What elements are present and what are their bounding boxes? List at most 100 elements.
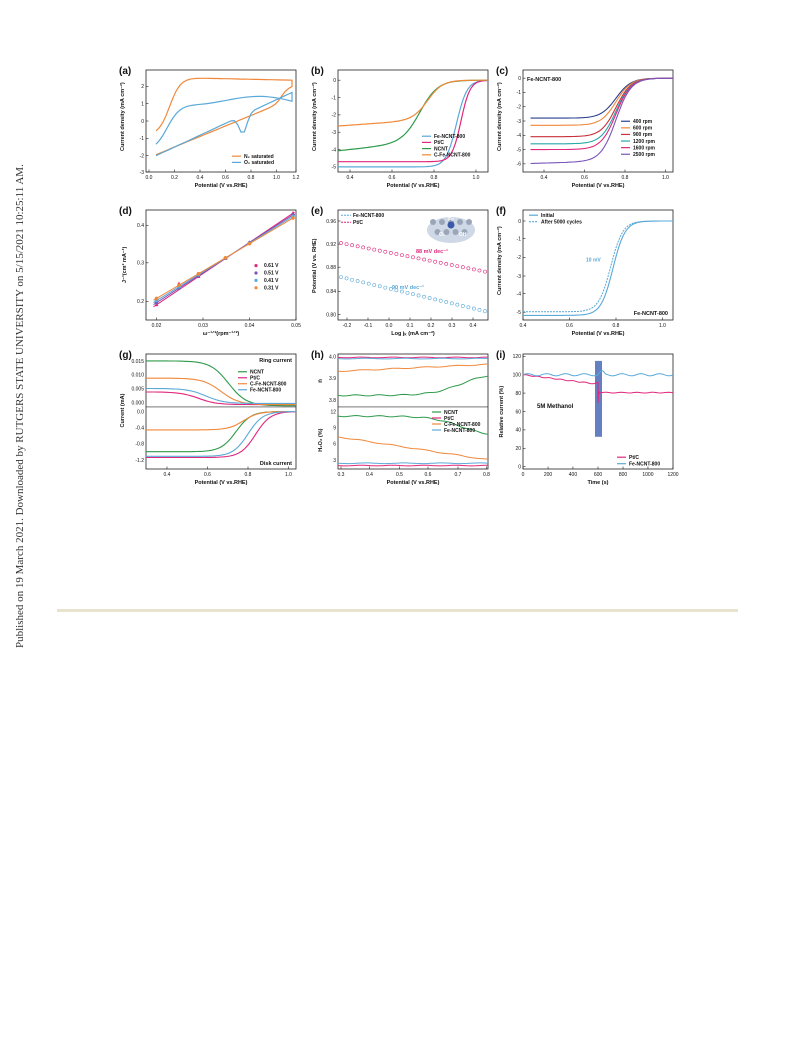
y-tick-label: -3 bbox=[517, 119, 522, 125]
data-point bbox=[483, 309, 487, 314]
data-point bbox=[433, 297, 438, 302]
legend-label: Pt/C bbox=[353, 220, 363, 226]
plot-frame bbox=[337, 209, 489, 321]
x-tick-label: -0.2 bbox=[343, 323, 352, 329]
x-tick-label: 0.2 bbox=[428, 323, 435, 329]
x-tick-label: -0.1 bbox=[364, 323, 373, 329]
y-tick-label: 0.88 bbox=[326, 265, 336, 271]
h2o2-curve bbox=[337, 462, 489, 465]
x-tick-label: 0.8 bbox=[248, 175, 255, 181]
h2o2-curve bbox=[337, 414, 489, 435]
x-tick-label: 0.6 bbox=[389, 175, 396, 181]
rpm-curve bbox=[530, 77, 673, 119]
x-tick-label: 1.2 bbox=[293, 175, 300, 181]
y-tick-label: -5 bbox=[517, 147, 522, 153]
y-tick-label: -3 bbox=[140, 170, 145, 176]
legend-label: 0.61 V bbox=[264, 263, 279, 269]
x-axis-label: Potential (V vs.RHE) bbox=[572, 183, 625, 189]
x-tick-label: 1.0 bbox=[273, 175, 280, 181]
data-point bbox=[411, 292, 415, 297]
rpm-curve bbox=[530, 77, 673, 165]
y-tick-label: 6 bbox=[333, 442, 336, 448]
data-point bbox=[247, 241, 252, 246]
y-tick-label: 1 bbox=[141, 101, 144, 107]
y-tick-label: 60 bbox=[515, 409, 521, 415]
y-tick-label: -1 bbox=[332, 95, 337, 101]
y-tick-label: -1 bbox=[517, 90, 522, 96]
panel-tag: (b) bbox=[311, 66, 324, 77]
data-point bbox=[427, 296, 432, 300]
y-tick-label: 0.84 bbox=[326, 289, 336, 295]
y-axis-label: Current (mA) bbox=[120, 393, 126, 427]
x-axis-label: ω⁻¹ᐟ²(rpm⁻¹ᐟ²) bbox=[203, 330, 240, 337]
inset-atom bbox=[461, 229, 468, 235]
data-point bbox=[422, 294, 426, 299]
x-tick-label: 0.4 bbox=[520, 323, 527, 329]
x-tick-label: 0.4 bbox=[366, 472, 373, 478]
y-tick-label: 3.8 bbox=[329, 398, 336, 404]
x-axis-label: Log jₖ (mA cm⁻²) bbox=[391, 330, 435, 337]
x-tick-label: 0.02 bbox=[152, 323, 162, 329]
data-point bbox=[372, 247, 377, 252]
inset-atom bbox=[452, 229, 459, 235]
slope-label: 90 mV dec⁻¹ bbox=[392, 284, 424, 291]
y-tick-label: 12 bbox=[330, 410, 336, 416]
legend-label: 0.41 V bbox=[264, 278, 279, 284]
y-tick-label: 0.0 bbox=[137, 410, 144, 416]
inset-oh-label: OH bbox=[459, 232, 467, 238]
x-tick-label: 0.03 bbox=[198, 323, 208, 329]
x-tick-label: 0 bbox=[522, 472, 525, 478]
inset-atom bbox=[457, 219, 463, 225]
inset-fe-label: Fe bbox=[448, 217, 454, 223]
data-point bbox=[383, 285, 388, 290]
data-point bbox=[355, 244, 360, 249]
y-tick-label: 0 bbox=[518, 219, 521, 225]
data-point bbox=[472, 306, 476, 311]
y-tick-label: -2 bbox=[517, 105, 522, 111]
x-tick-label: 0.6 bbox=[566, 323, 573, 329]
panel-tag: (e) bbox=[311, 206, 323, 217]
y-axis-label: Relative current (%) bbox=[499, 386, 505, 438]
y-tick-label: 0.4 bbox=[137, 223, 144, 229]
y-tick-label: -5 bbox=[332, 165, 337, 171]
data-point bbox=[154, 296, 159, 301]
y-tick-label: 40 bbox=[515, 428, 521, 434]
ring-curve bbox=[146, 377, 296, 406]
x-tick-label: 0.4 bbox=[347, 175, 354, 181]
pt-c-trace bbox=[522, 374, 674, 404]
y-tick-label: 0.015 bbox=[131, 359, 144, 365]
data-point bbox=[405, 254, 410, 259]
data-point bbox=[361, 245, 366, 250]
y-tick-label: -1 bbox=[517, 236, 522, 242]
plot-frame bbox=[337, 69, 489, 173]
legend-label: After 5000 cycles bbox=[541, 220, 582, 226]
data-point bbox=[438, 260, 443, 265]
disk-curve bbox=[146, 410, 296, 431]
legend-marker bbox=[254, 264, 258, 268]
y-tick-label: -0.8 bbox=[135, 442, 144, 448]
y-tick-label: -5 bbox=[517, 310, 522, 316]
x-tick-label: 0.05 bbox=[291, 323, 301, 329]
x-tick-label: 0.04 bbox=[245, 323, 255, 329]
disk-curve bbox=[146, 411, 296, 457]
data-point bbox=[455, 302, 460, 307]
y-tick-label: -2 bbox=[517, 255, 522, 261]
y-tick-label: -2 bbox=[140, 153, 145, 159]
data-point bbox=[372, 283, 377, 287]
data-point bbox=[427, 258, 432, 263]
data-point bbox=[383, 249, 388, 254]
y-tick-label: -2 bbox=[332, 113, 337, 119]
data-point bbox=[388, 287, 393, 291]
y-tick-label: 0.2 bbox=[137, 299, 144, 305]
data-point bbox=[344, 242, 349, 247]
plot-frame bbox=[145, 209, 297, 321]
x-tick-label: 1.0 bbox=[473, 175, 480, 181]
legend-label: 400 rpm bbox=[633, 119, 653, 125]
data-point bbox=[400, 253, 404, 258]
download-notice: Published on 19 March 2021. Downloaded b… bbox=[14, 164, 26, 648]
legend-label: 600 rpm bbox=[633, 126, 653, 132]
inset-o2-label: O₂ bbox=[439, 232, 445, 238]
h2o2-curve bbox=[337, 464, 488, 467]
data-point bbox=[455, 264, 460, 269]
data-point bbox=[223, 255, 228, 260]
